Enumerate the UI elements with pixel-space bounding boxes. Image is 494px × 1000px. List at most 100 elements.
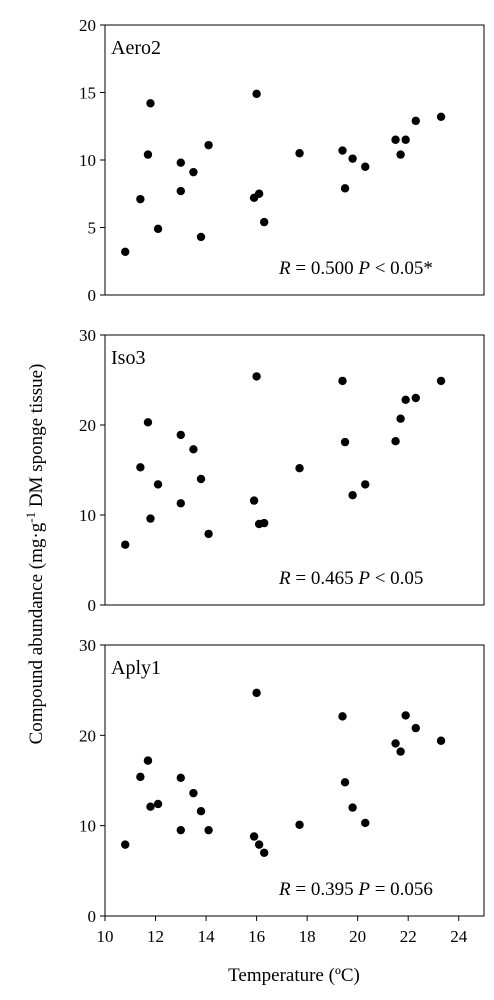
data-point	[254, 840, 264, 849]
y-tick-label: 5	[88, 219, 97, 238]
data-point	[348, 154, 357, 163]
x-tick-label: 16	[248, 927, 265, 946]
data-point	[146, 514, 155, 523]
data-point	[340, 778, 350, 787]
data-point	[436, 736, 446, 745]
data-point	[391, 437, 400, 446]
panel-aero2: 0 5 10 15 20 Aero2 R = 0.500 P < 0.05*	[79, 16, 485, 305]
data-point	[259, 217, 269, 227]
data-point	[259, 518, 269, 528]
data-point	[121, 540, 130, 549]
y-tick-label: 30	[79, 636, 96, 655]
data-point	[249, 832, 259, 841]
data-point	[189, 445, 198, 454]
data-point	[436, 112, 446, 122]
x-tick-label: 24	[450, 927, 468, 946]
data-point	[204, 825, 213, 835]
data-point	[146, 802, 155, 811]
x-tick-label: 20	[349, 927, 366, 946]
x-tick-label: 14	[198, 927, 216, 946]
data-point	[189, 788, 198, 798]
data-point	[259, 848, 269, 857]
data-point	[391, 135, 400, 144]
y-tick-label: 30	[79, 326, 96, 345]
x-tick-label: 22	[400, 927, 417, 946]
data-point	[340, 437, 350, 447]
data-point	[153, 799, 163, 809]
data-point	[176, 186, 185, 196]
data-point	[411, 393, 420, 403]
data-point	[121, 247, 130, 256]
data-point	[411, 116, 420, 126]
data-point	[143, 756, 153, 765]
data-point	[136, 194, 145, 204]
data-point	[143, 150, 153, 159]
y-tick-label: 10	[79, 151, 96, 170]
data-point	[338, 712, 347, 721]
data-point	[252, 372, 261, 381]
data-point	[396, 414, 405, 423]
panel-label: Aply1	[111, 657, 161, 679]
stat-annotation: R = 0.395 P = 0.056	[278, 879, 433, 900]
x-tick-label: 10	[97, 927, 114, 946]
data-point	[143, 418, 153, 427]
data-point	[348, 803, 357, 812]
data-point	[249, 496, 259, 505]
data-point	[401, 711, 410, 720]
data-point	[361, 480, 370, 489]
panel-iso3: 0 10 20 30 Iso3 R = 0.465 P < 0.05	[79, 326, 485, 615]
data-point	[136, 772, 145, 782]
data-point	[361, 162, 370, 171]
stat-annotation: R = 0.465 P < 0.05	[278, 568, 423, 589]
data-point	[153, 480, 163, 489]
y-tick-label: 20	[79, 16, 96, 35]
data-point	[252, 688, 261, 698]
data-point	[196, 232, 206, 242]
plot-frame	[104, 334, 485, 606]
y-tick-label: 15	[79, 84, 96, 103]
panel-label: Aero2	[111, 37, 161, 59]
y-tick-label: 10	[79, 506, 96, 525]
data-point	[252, 89, 261, 99]
data-point	[348, 491, 357, 500]
y-tick-label: 0	[88, 286, 97, 305]
data-point	[176, 430, 185, 440]
y-tick-label: 0	[88, 596, 97, 615]
data-point	[121, 840, 130, 849]
data-point	[136, 463, 145, 472]
data-point	[338, 376, 347, 386]
data-point	[411, 723, 420, 733]
data-point	[295, 820, 304, 829]
x-tick-label: 18	[299, 927, 316, 946]
plot-frame	[104, 24, 485, 296]
data-point	[340, 184, 350, 193]
data-point	[295, 464, 304, 473]
data-point	[401, 135, 410, 144]
data-point	[204, 140, 213, 150]
data-point	[146, 99, 155, 108]
data-point	[176, 773, 185, 782]
data-point	[436, 376, 446, 386]
y-tick-label: 20	[79, 726, 96, 745]
stat-annotation: R = 0.500 P < 0.05*	[278, 258, 433, 279]
data-point	[153, 224, 163, 234]
data-point	[176, 825, 185, 835]
data-point	[189, 167, 198, 177]
y-axis-label: Compound abundance (mg·g-1 DM sponge tis…	[23, 364, 47, 745]
data-point	[361, 818, 370, 828]
data-point	[176, 158, 185, 167]
data-point	[396, 150, 405, 159]
data-point	[391, 739, 400, 748]
y-tick-label: 10	[79, 817, 96, 836]
y-tick-label: 0	[88, 907, 97, 926]
data-point	[254, 189, 264, 198]
data-point	[196, 807, 206, 816]
data-point	[401, 395, 410, 404]
data-point	[338, 146, 347, 155]
x-tick-label: 12	[147, 927, 164, 946]
y-tick-label: 20	[79, 416, 96, 435]
data-point	[204, 529, 213, 539]
